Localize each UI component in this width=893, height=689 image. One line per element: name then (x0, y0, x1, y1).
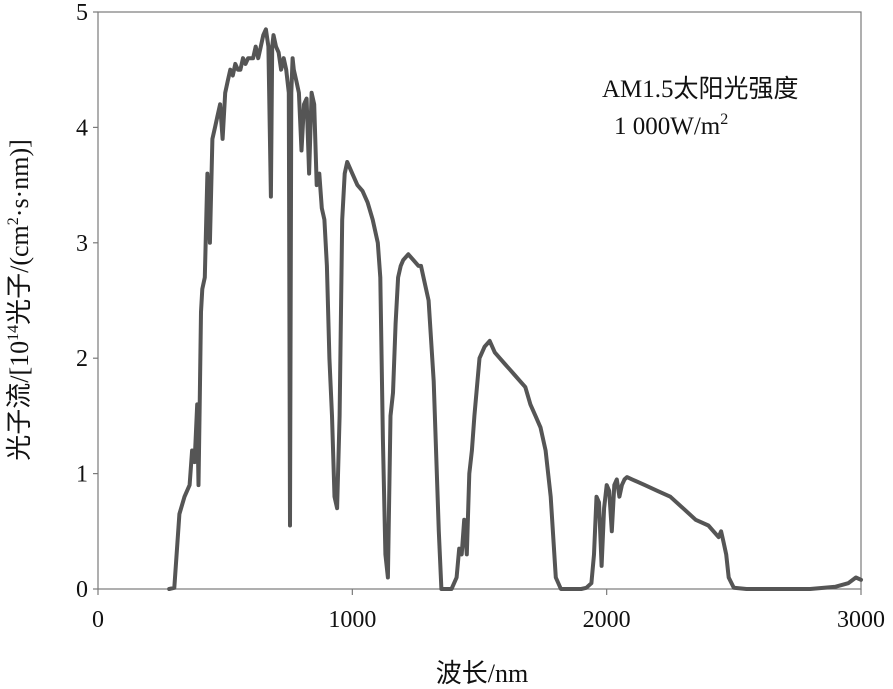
x-tick-label: 2000 (583, 607, 631, 633)
y-tick-label: 0 (76, 577, 88, 603)
y-tick-label: 4 (76, 115, 88, 141)
y-axis-label-exp2: 2 (5, 217, 22, 225)
plot-frame (97, 11, 862, 590)
y-tick-label: 5 (76, 0, 88, 26)
x-tick-label: 1000 (328, 607, 376, 633)
x-axis-label: 波长/nm (436, 659, 528, 688)
x-axis: 0 1000 2000 3000 (92, 589, 885, 633)
annotation-line2-exp: 2 (720, 111, 728, 128)
y-tick-label: 1 (76, 462, 88, 488)
spectrum-line (167, 27, 863, 591)
x-tick-label: 0 (92, 607, 104, 633)
annotation-line2-main: 1 000W/m (614, 113, 721, 140)
y-axis-label-exp: 14 (5, 325, 22, 341)
annotation-line1: AM1.5太阳光强度 (602, 75, 799, 103)
y-axis-label-suffix: ·s·nm)] (5, 139, 34, 217)
annotation-line2: 1 000W/m2 (614, 111, 728, 140)
x-tick-label: 3000 (837, 607, 885, 633)
y-axis-label: 光子流/[1014光子/(cm2·s·nm)] (5, 139, 34, 461)
y-tick-label: 2 (76, 346, 88, 372)
y-tick-label: 3 (76, 231, 88, 257)
y-axis-label-middle: 光子/(cm (5, 225, 34, 325)
y-axis-label-prefix: 光子流/[10 (5, 341, 34, 461)
y-axis: 0 1 2 3 4 5 (76, 0, 98, 603)
